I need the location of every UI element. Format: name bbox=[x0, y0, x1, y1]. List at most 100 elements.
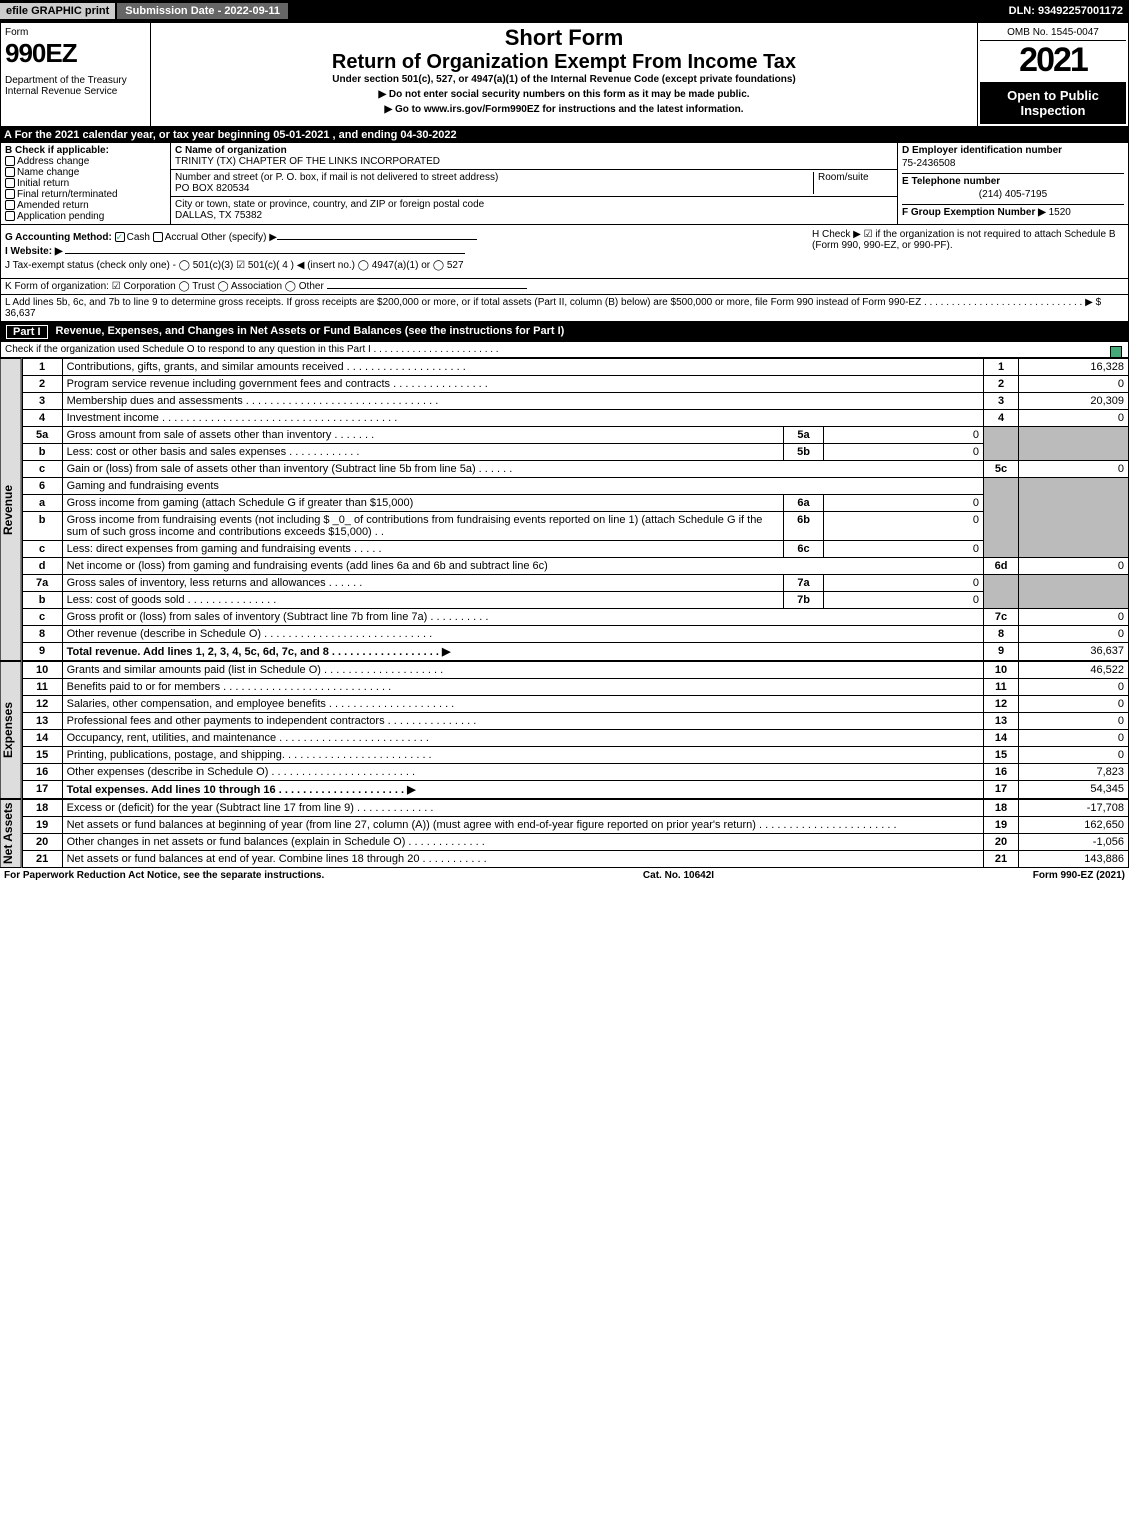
line7a-num: 7a bbox=[22, 575, 62, 592]
line13-amt: 0 bbox=[1019, 713, 1129, 730]
line8-box: 8 bbox=[984, 626, 1019, 643]
line10-lbl: Grants and similar amounts paid (list in… bbox=[62, 662, 983, 679]
lbl-cash: Cash bbox=[127, 232, 150, 243]
line5c-lbl: Gain or (loss) from sale of assets other… bbox=[62, 461, 983, 478]
efile-label[interactable]: efile GRAPHIC print bbox=[0, 3, 115, 19]
part1-number: Part I bbox=[6, 325, 48, 339]
column-c: C Name of organization TRINITY (TX) CHAP… bbox=[171, 143, 898, 224]
line18-num: 18 bbox=[22, 800, 62, 817]
line16-box: 16 bbox=[984, 764, 1019, 781]
row-k: K Form of organization: ☑ Corporation ◯ … bbox=[0, 279, 1129, 295]
line21-lbl: Net assets or fund balances at end of ye… bbox=[62, 851, 983, 868]
other-method-input[interactable] bbox=[277, 239, 477, 240]
title-short-form: Short Form bbox=[157, 25, 971, 51]
line5c-box: 5c bbox=[984, 461, 1019, 478]
line6b-num: b bbox=[22, 512, 62, 541]
footer: For Paperwork Reduction Act Notice, see … bbox=[0, 868, 1129, 883]
line2-lbl: Program service revenue including govern… bbox=[62, 376, 983, 393]
line12-amt: 0 bbox=[1019, 696, 1129, 713]
subtitle: Under section 501(c), 527, or 4947(a)(1)… bbox=[157, 74, 971, 85]
line17-lbl: Total expenses. Add lines 10 through 16 … bbox=[62, 781, 983, 799]
expenses-section: Expenses 10Grants and similar amounts pa… bbox=[0, 661, 1129, 799]
lbl-final-return: Final return/terminated bbox=[17, 189, 118, 200]
line6b-lbl: Gross income from fundraising events (no… bbox=[62, 512, 783, 541]
k-other-input[interactable] bbox=[327, 288, 527, 289]
line6d-num: d bbox=[22, 558, 62, 575]
line7b-lbl: Less: cost of goods sold . . . . . . . .… bbox=[62, 592, 783, 609]
line8-lbl: Other revenue (describe in Schedule O) .… bbox=[62, 626, 983, 643]
side-expenses: Expenses bbox=[0, 661, 22, 799]
part1-title: Revenue, Expenses, and Changes in Net As… bbox=[56, 325, 565, 339]
line15-box: 15 bbox=[984, 747, 1019, 764]
line6-lbl: Gaming and fundraising events bbox=[62, 478, 983, 495]
line19-amt: 162,650 bbox=[1019, 817, 1129, 834]
chk-final-return[interactable] bbox=[5, 189, 15, 199]
line16-amt: 7,823 bbox=[1019, 764, 1129, 781]
line7a-lbl: Gross sales of inventory, less returns a… bbox=[62, 575, 783, 592]
line6a-samt: 0 bbox=[824, 495, 984, 512]
netassets-section: Net Assets 18Excess or (deficit) for the… bbox=[0, 799, 1129, 868]
side-netassets: Net Assets bbox=[0, 799, 22, 868]
form-number: 990EZ bbox=[5, 38, 146, 69]
line20-box: 20 bbox=[984, 834, 1019, 851]
line6d-amt: 0 bbox=[1019, 558, 1129, 575]
line2-num: 2 bbox=[22, 376, 62, 393]
website-input[interactable] bbox=[65, 253, 465, 254]
line5a-samt: 0 bbox=[824, 427, 984, 444]
line7b-samt: 0 bbox=[824, 592, 984, 609]
line6d-lbl: Net income or (loss) from gaming and fun… bbox=[62, 558, 983, 575]
line11-num: 11 bbox=[22, 679, 62, 696]
line16-num: 16 bbox=[22, 764, 62, 781]
chk-name-change[interactable] bbox=[5, 167, 15, 177]
footer-left: For Paperwork Reduction Act Notice, see … bbox=[4, 870, 324, 881]
line5b-samt: 0 bbox=[824, 444, 984, 461]
line10-box: 10 bbox=[984, 662, 1019, 679]
instruction-ssn: ▶ Do not enter social security numbers o… bbox=[157, 89, 971, 100]
lbl-accrual: Accrual bbox=[165, 232, 198, 243]
line21-num: 21 bbox=[22, 851, 62, 868]
chk-cash[interactable] bbox=[115, 232, 125, 242]
grey-6b bbox=[1019, 478, 1129, 558]
line5a-num: 5a bbox=[22, 427, 62, 444]
line6a-lbl: Gross income from gaming (attach Schedul… bbox=[62, 495, 783, 512]
line14-amt: 0 bbox=[1019, 730, 1129, 747]
grey-6 bbox=[984, 478, 1019, 558]
instruction-url[interactable]: ▶ Go to www.irs.gov/Form990EZ for instru… bbox=[157, 104, 971, 115]
column-b: B Check if applicable: Address change Na… bbox=[1, 143, 171, 224]
line18-lbl: Excess or (deficit) for the year (Subtra… bbox=[62, 800, 983, 817]
room-suite-label: Room/suite bbox=[813, 172, 893, 194]
line10-num: 10 bbox=[22, 662, 62, 679]
line1-amt: 16,328 bbox=[1019, 359, 1129, 376]
header-middle: Short Form Return of Organization Exempt… bbox=[151, 23, 978, 126]
line6d-box: 6d bbox=[984, 558, 1019, 575]
line9-amt: 36,637 bbox=[1019, 643, 1129, 661]
line7c-num: c bbox=[22, 609, 62, 626]
line19-box: 19 bbox=[984, 817, 1019, 834]
line7c-lbl: Gross profit or (loss) from sales of inv… bbox=[62, 609, 983, 626]
line6-num: 6 bbox=[22, 478, 62, 495]
row-a-tax-year: A For the 2021 calendar year, or tax yea… bbox=[0, 127, 1129, 143]
line10-amt: 46,522 bbox=[1019, 662, 1129, 679]
line5b-lbl: Less: cost or other basis and sales expe… bbox=[62, 444, 783, 461]
line1-box: 1 bbox=[984, 359, 1019, 376]
line17-amt: 54,345 bbox=[1019, 781, 1129, 799]
chk-address-change[interactable] bbox=[5, 156, 15, 166]
header-right: OMB No. 1545-0047 2021 Open to Public In… bbox=[978, 23, 1128, 126]
line20-amt: -1,056 bbox=[1019, 834, 1129, 851]
section-ghij: G Accounting Method: Cash Accrual Other … bbox=[0, 225, 1129, 279]
form-header: Form 990EZ Department of the Treasury In… bbox=[0, 22, 1129, 127]
line6c-num: c bbox=[22, 541, 62, 558]
line7c-box: 7c bbox=[984, 609, 1019, 626]
chk-amended[interactable] bbox=[5, 200, 15, 210]
chk-initial-return[interactable] bbox=[5, 178, 15, 188]
line5b-sub: 5b bbox=[784, 444, 824, 461]
chk-pending[interactable] bbox=[5, 211, 15, 221]
part1-schedule-o-check[interactable] bbox=[1110, 346, 1122, 358]
expenses-table: 10Grants and similar amounts paid (list … bbox=[22, 661, 1129, 799]
line13-lbl: Professional fees and other payments to … bbox=[62, 713, 983, 730]
org-name: TRINITY (TX) CHAPTER OF THE LINKS INCORP… bbox=[175, 156, 893, 167]
line3-lbl: Membership dues and assessments . . . . … bbox=[62, 393, 983, 410]
line21-box: 21 bbox=[984, 851, 1019, 868]
chk-accrual[interactable] bbox=[153, 232, 163, 242]
line14-num: 14 bbox=[22, 730, 62, 747]
